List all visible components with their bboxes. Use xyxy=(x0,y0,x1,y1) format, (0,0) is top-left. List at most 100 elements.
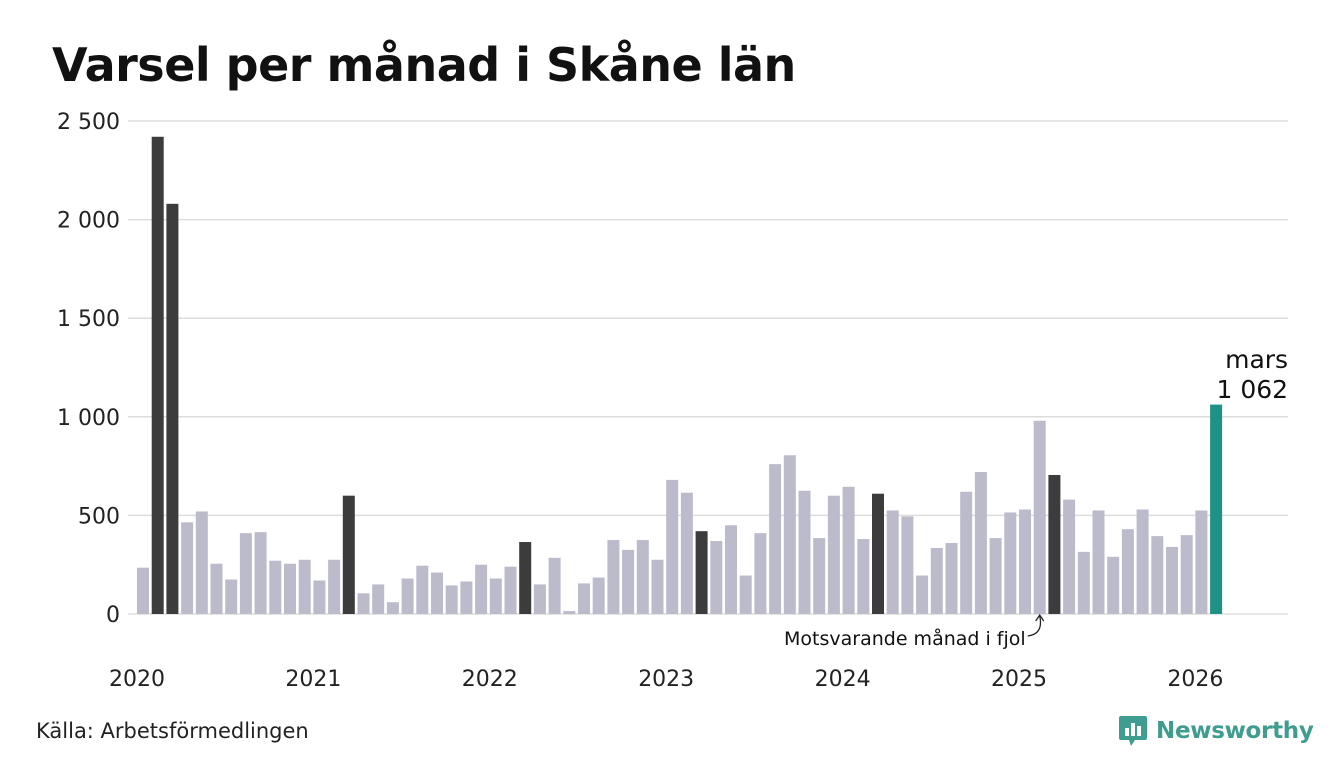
bar-47 xyxy=(827,495,840,614)
bar-0 xyxy=(137,567,149,614)
y-tick-label-500: 500 xyxy=(78,504,120,529)
bars xyxy=(137,136,1223,614)
bar-38 xyxy=(695,531,708,614)
bar-52 xyxy=(901,516,914,614)
bar-50 xyxy=(872,493,884,614)
bar-39 xyxy=(710,541,723,614)
bar-10 xyxy=(284,563,296,614)
bar-62 xyxy=(1048,474,1061,614)
x-year-label-2026: 2026 xyxy=(1167,667,1223,692)
y-tick-label-0: 0 xyxy=(106,603,120,628)
source-note: Källa: Arbetsförmedlingen xyxy=(36,719,309,743)
brand-name: Newsworthy xyxy=(1156,718,1314,744)
bar-58 xyxy=(989,538,1002,614)
bar-13 xyxy=(328,559,341,614)
bar-37 xyxy=(680,492,693,614)
bar-53 xyxy=(916,575,929,614)
x-year-label-2023: 2023 xyxy=(638,667,694,692)
bar-64 xyxy=(1077,551,1090,614)
bar-42 xyxy=(754,533,767,614)
chart-title: Varsel per månad i Skåne län xyxy=(52,38,796,92)
x-year-label-2025: 2025 xyxy=(991,667,1047,692)
bar-69 xyxy=(1151,536,1164,614)
bar-19 xyxy=(416,565,429,614)
annotation-arrow xyxy=(1027,615,1042,637)
bar-2 xyxy=(166,203,179,614)
bar-54 xyxy=(930,547,943,614)
bar-59 xyxy=(1004,512,1017,614)
bar-73 xyxy=(1210,404,1223,614)
highlight-value-label: 1 062 xyxy=(1217,375,1289,404)
bar-14 xyxy=(342,495,355,614)
bar-11 xyxy=(298,559,311,614)
bar-46 xyxy=(813,538,826,614)
bar-26 xyxy=(519,542,532,614)
bar-32 xyxy=(607,540,620,614)
bar-35 xyxy=(651,559,664,614)
annotation-arrowhead xyxy=(1035,613,1045,622)
annotation-label: Motsvarande månad i fjol xyxy=(784,627,1026,650)
bar-55 xyxy=(945,543,958,614)
bar-1 xyxy=(151,136,164,614)
bar-8 xyxy=(254,532,267,614)
newsworthy-logo-icon xyxy=(1119,716,1147,746)
bar-72 xyxy=(1195,510,1208,614)
bar-51 xyxy=(886,510,899,614)
bar-67 xyxy=(1121,529,1134,614)
brand-logo: Newsworthy xyxy=(1118,714,1314,748)
bar-28 xyxy=(548,557,561,614)
bar-61 xyxy=(1033,420,1046,614)
bar-45 xyxy=(798,490,811,614)
bar-9 xyxy=(269,560,282,614)
x-axis-year-labels: 2020 2021 2022 2023 2024 2025 2026 xyxy=(109,667,1223,692)
bar-60 xyxy=(1019,509,1031,614)
bar-34 xyxy=(636,540,649,614)
bar-65 xyxy=(1092,510,1105,614)
bar-36 xyxy=(666,479,679,614)
bar-70 xyxy=(1166,546,1178,614)
bar-31 xyxy=(592,577,605,614)
bar-7 xyxy=(239,533,252,614)
bar-63 xyxy=(1063,499,1076,614)
bar-66 xyxy=(1107,556,1120,614)
bar-22 xyxy=(460,581,473,614)
bar-18 xyxy=(401,578,414,614)
bar-23 xyxy=(475,564,488,614)
bar-4 xyxy=(195,511,208,614)
bar-24 xyxy=(489,578,502,614)
bar-43 xyxy=(769,464,782,614)
bar-44 xyxy=(783,455,796,614)
bar-25 xyxy=(504,566,517,614)
bar-27 xyxy=(533,584,546,614)
gridlines xyxy=(128,120,1288,615)
bar-21 xyxy=(445,585,458,614)
bar-68 xyxy=(1136,509,1149,614)
y-axis-tick-labels: 0 500 1 000 1 500 2 000 2 500 xyxy=(57,110,120,628)
bar-3 xyxy=(181,522,194,614)
x-year-label-2021: 2021 xyxy=(285,667,341,692)
bar-41 xyxy=(739,575,752,614)
y-tick-label-1000: 1 000 xyxy=(57,406,120,431)
bar-56 xyxy=(960,491,973,614)
bar-49 xyxy=(857,539,870,614)
x-year-label-2020: 2020 xyxy=(109,667,165,692)
bar-71 xyxy=(1180,535,1193,614)
bar-57 xyxy=(974,472,987,614)
bar-48 xyxy=(842,486,855,614)
bar-6 xyxy=(225,579,238,614)
x-year-label-2022: 2022 xyxy=(462,667,518,692)
bar-33 xyxy=(622,549,635,614)
highlight-month-label: mars xyxy=(1225,345,1288,374)
x-year-label-2024: 2024 xyxy=(815,667,871,692)
y-tick-label-2500: 2 500 xyxy=(57,110,120,135)
bar-30 xyxy=(578,583,590,614)
bar-29 xyxy=(563,611,576,614)
bar-16 xyxy=(372,584,385,614)
bar-5 xyxy=(210,563,223,614)
bar-20 xyxy=(431,572,443,614)
bar-40 xyxy=(725,525,737,614)
y-tick-label-2000: 2 000 xyxy=(57,209,120,234)
bar-17 xyxy=(386,602,399,614)
